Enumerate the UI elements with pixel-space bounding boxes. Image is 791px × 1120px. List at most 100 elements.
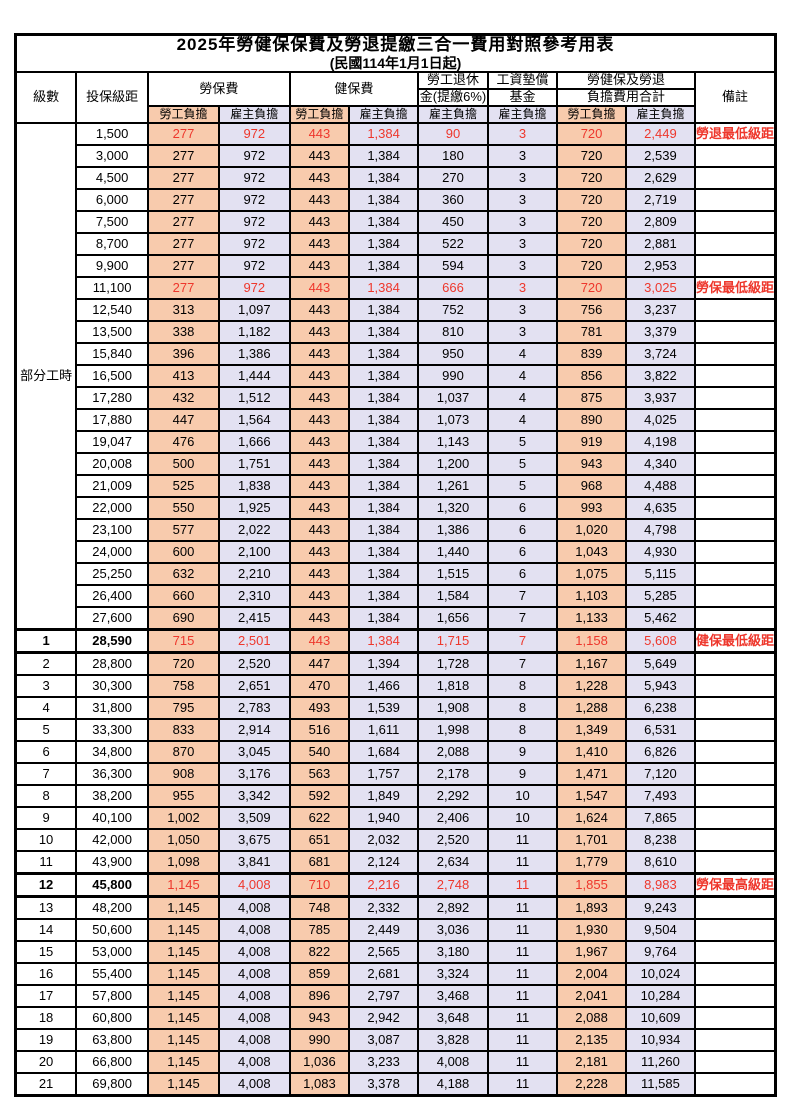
total-employer-cell: 5,649	[625, 651, 696, 676]
level-cell: 17	[14, 983, 78, 1008]
note-cell	[693, 319, 777, 344]
pension-employer-cell: 990	[417, 363, 489, 388]
table-row: 16,500 413 1,444 443 1,384 990 4 856 3,822	[16, 363, 777, 388]
health-employee-cell: 443	[288, 165, 351, 190]
total-employer-cell: 3,025	[625, 275, 696, 300]
labor-employee-cell: 955	[147, 783, 220, 808]
total-employee-cell: 993	[556, 495, 627, 520]
labor-employer-cell: 4,008	[217, 917, 291, 942]
pension-employer-cell: 1,584	[417, 583, 489, 608]
total-employee-cell: 720	[556, 209, 627, 234]
labor-employee-cell: 1,002	[147, 805, 220, 830]
labor-employer-cell: 972	[217, 143, 291, 168]
pension-employer-cell: 1,908	[417, 695, 489, 720]
total-employee-cell: 856	[556, 363, 627, 388]
total-employee-cell: 1,075	[556, 561, 627, 586]
health-employee-cell: 1,036	[288, 1049, 351, 1074]
wage-fund-employer-cell: 5	[486, 473, 559, 498]
health-employer-cell: 1,384	[348, 143, 420, 168]
health-employer-cell: 3,087	[348, 1027, 420, 1052]
bracket-cell: 12,540	[75, 297, 150, 322]
labor-employer-cell: 2,914	[217, 717, 291, 742]
bracket-cell: 9,900	[75, 253, 150, 278]
health-employer-cell: 1,940	[348, 805, 420, 830]
pension-employer-cell: 950	[417, 341, 489, 366]
note-cell	[693, 429, 777, 454]
health-employee-cell: 443	[288, 627, 351, 654]
total-employer-cell: 7,120	[625, 761, 696, 786]
health-employee-cell: 447	[288, 651, 351, 676]
bracket-cell: 25,250	[75, 561, 150, 586]
subheader-total-employee: 勞工負擔	[556, 104, 627, 124]
labor-employee-cell: 1,145	[147, 895, 220, 920]
table-body: 部分工時 1,500 277 972 443 1,384 90 3 720 2,449 勞退最低級距…	[14, 121, 777, 1097]
total-employee-cell: 1,167	[556, 651, 627, 676]
title-cell: 2025年勞健保保費及勞退提繳三合一費用對照參考用表 (民國114年1月1日起)	[14, 33, 777, 73]
total-employer-cell: 4,930	[625, 539, 696, 564]
total-employer-cell: 10,934	[625, 1027, 696, 1052]
note-cell	[693, 407, 777, 432]
total-employee-cell: 720	[556, 165, 627, 190]
total-employee-cell: 2,041	[556, 983, 627, 1008]
labor-employer-cell: 972	[217, 165, 291, 190]
col-header-wage-fund-line2: 基金	[486, 87, 559, 107]
wage-fund-employer-cell: 11	[486, 1027, 559, 1052]
labor-employer-cell: 4,008	[217, 1005, 291, 1030]
labor-employer-cell: 972	[217, 275, 291, 300]
labor-employee-cell: 476	[147, 429, 220, 454]
labor-employer-cell: 4,008	[217, 871, 291, 898]
total-employer-cell: 2,953	[625, 253, 696, 278]
total-employer-cell: 5,115	[625, 561, 696, 586]
bracket-cell: 6,000	[75, 187, 150, 212]
health-employer-cell: 1,849	[348, 783, 420, 808]
labor-employer-cell: 2,210	[217, 561, 291, 586]
bracket-cell: 40,100	[75, 805, 150, 830]
header-row-1: 級數 投保級距 勞保費 健保費 勞工退休 工資墊償 勞健保及勞退 備註	[14, 70, 777, 124]
note-cell	[693, 561, 777, 586]
labor-employee-cell: 660	[147, 583, 220, 608]
health-employer-cell: 2,797	[348, 983, 420, 1008]
health-employer-cell: 1,384	[348, 165, 420, 190]
note-cell	[693, 1005, 777, 1030]
health-employee-cell: 443	[288, 209, 351, 234]
total-employer-cell: 2,629	[625, 165, 696, 190]
labor-employer-cell: 2,100	[217, 539, 291, 564]
total-employee-cell: 1,349	[556, 717, 627, 742]
labor-employee-cell: 1,145	[147, 871, 220, 898]
table-row: 26,400 660 2,310 443 1,384 1,584 7 1,103 5,285	[16, 583, 777, 608]
col-header-total-line1: 勞健保及勞退	[556, 70, 696, 90]
level-cell: 12	[14, 871, 78, 898]
health-employer-cell: 2,216	[348, 871, 420, 898]
total-employee-cell: 2,228	[556, 1071, 627, 1097]
level-cell: 8	[14, 783, 78, 808]
total-employee-cell: 2,181	[556, 1049, 627, 1074]
pension-employer-cell: 2,406	[417, 805, 489, 830]
total-employer-cell: 9,243	[625, 895, 696, 920]
total-employer-cell: 7,493	[625, 783, 696, 808]
wage-fund-employer-cell: 11	[486, 849, 559, 875]
wage-fund-employer-cell: 11	[486, 917, 559, 942]
labor-employee-cell: 413	[147, 363, 220, 388]
health-employee-cell: 443	[288, 231, 351, 256]
total-employee-cell: 919	[556, 429, 627, 454]
health-employer-cell: 1,384	[348, 605, 420, 631]
wage-fund-employer-cell: 3	[486, 231, 559, 256]
total-employer-cell: 3,379	[625, 319, 696, 344]
total-employer-cell: 2,809	[625, 209, 696, 234]
table-row: 27,600 690 2,415 443 1,384 1,656 7 1,133 5,462	[16, 605, 777, 631]
pension-employer-cell: 1,715	[417, 627, 489, 654]
labor-employer-cell: 2,651	[217, 673, 291, 698]
bracket-cell: 17,880	[75, 407, 150, 432]
table-row: 22,000 550 1,925 443 1,384 1,320 6 993 4,635	[16, 495, 777, 520]
wage-fund-employer-cell: 10	[486, 783, 559, 808]
note-cell	[693, 895, 777, 920]
bracket-cell: 42,000	[75, 827, 150, 852]
health-employer-cell: 1,384	[348, 341, 420, 366]
bracket-cell: 60,800	[75, 1005, 150, 1030]
health-employee-cell: 563	[288, 761, 351, 786]
labor-employee-cell: 277	[147, 275, 220, 300]
wage-fund-employer-cell: 5	[486, 429, 559, 454]
labor-employer-cell: 972	[217, 121, 291, 146]
pension-employer-cell: 666	[417, 275, 489, 300]
labor-employee-cell: 720	[147, 651, 220, 676]
